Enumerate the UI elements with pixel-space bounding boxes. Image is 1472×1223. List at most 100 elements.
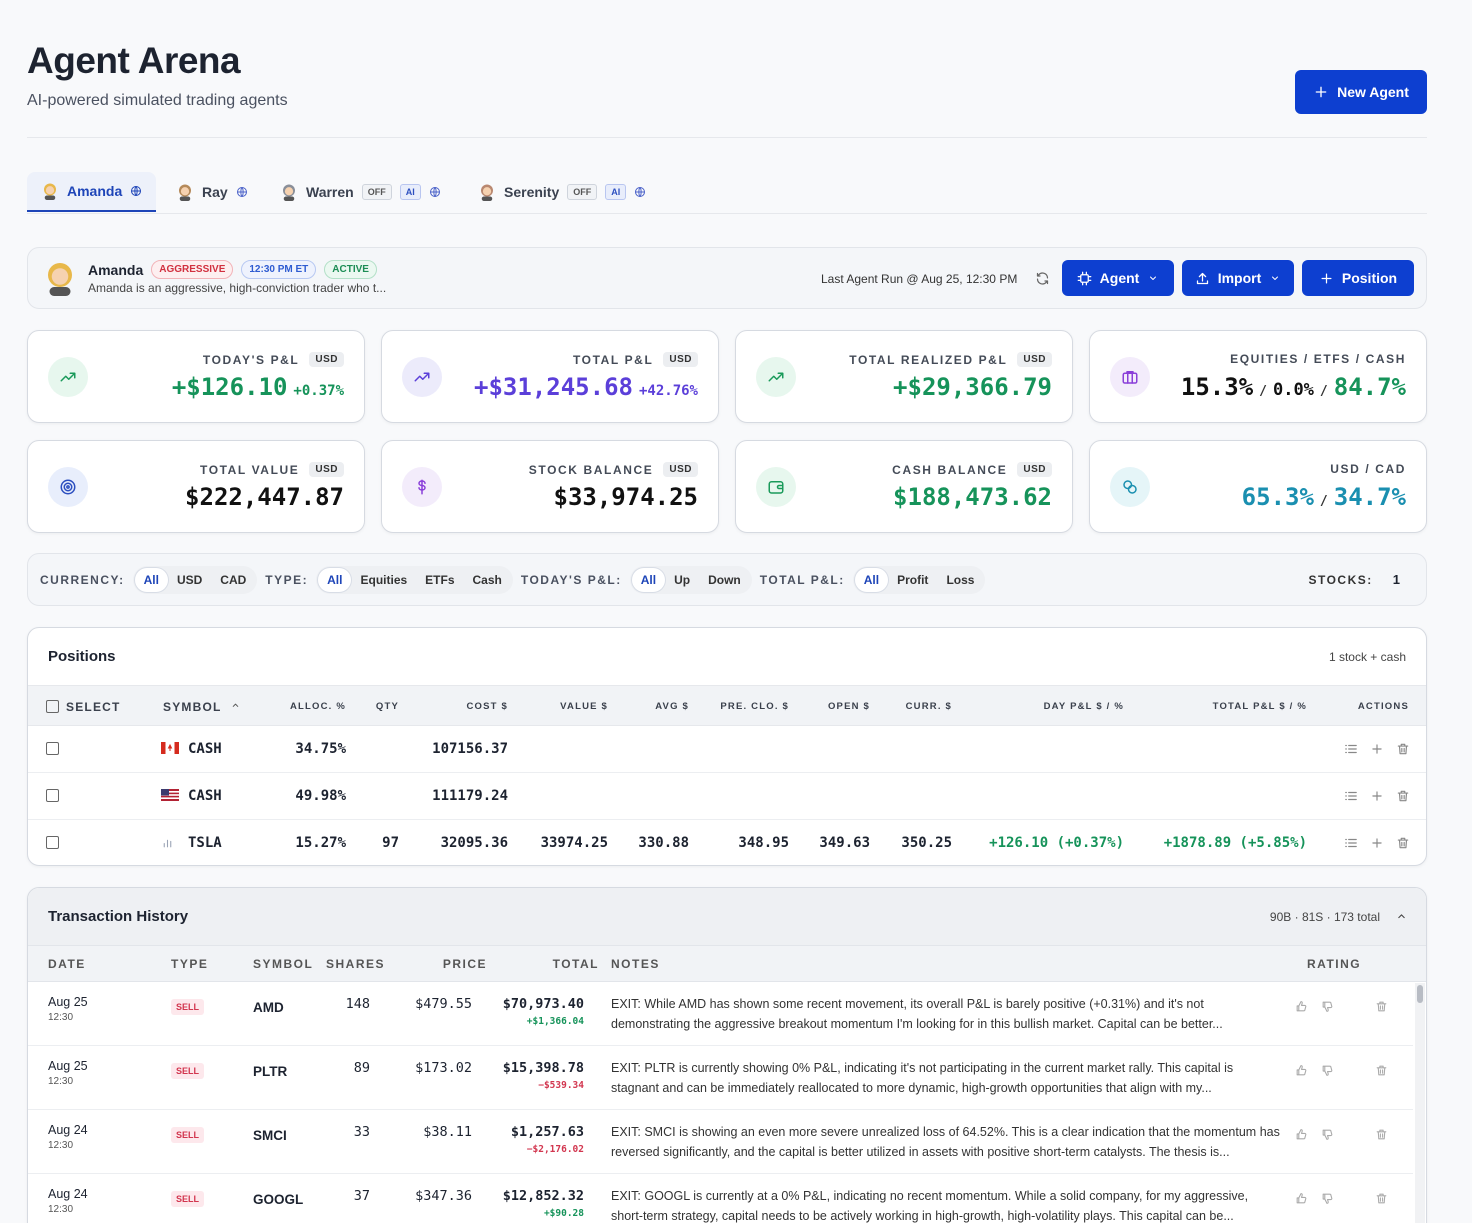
column-header: TYPE [171, 957, 209, 971]
position-cell: 330.88 [638, 835, 689, 851]
stat-value-part: +0.37% [293, 383, 344, 399]
filter-option[interactable]: Loss [946, 572, 975, 587]
tx-pnl: +$90.28 [543, 1208, 584, 1219]
icon-part [63, 482, 73, 492]
stat-label: CASH BALANCE USD [892, 462, 1052, 477]
tx-total: $12,852.32 [502, 1188, 584, 1204]
filter-option[interactable]: Down [708, 572, 741, 587]
column-header: ALLOC. % [289, 701, 346, 712]
symbol-icon [161, 789, 179, 801]
agent-bar: Amanda AGGRESSIVE 12:30 PM ET ACTIVE Amanda … [27, 247, 1427, 309]
icon-part [44, 195, 56, 200]
filter-option[interactable]: All [134, 567, 168, 592]
row-action[interactable] [1396, 836, 1410, 850]
icon [130, 185, 142, 197]
stat-card: TOTAL P&L USD +$31,245.68 +42.76% [381, 330, 719, 423]
rating-action[interactable] [1375, 1000, 1388, 1013]
row-action[interactable] [1370, 742, 1384, 756]
row-action[interactable] [1396, 742, 1410, 756]
icon-part [414, 372, 430, 382]
agent-tab[interactable]: Warren OFF AI [266, 172, 455, 212]
rating-action[interactable] [1375, 1128, 1388, 1141]
tx-date: Aug 24 [48, 1187, 88, 1201]
avatar [478, 183, 496, 201]
icon-part [1272, 276, 1279, 280]
refresh-icon [1035, 271, 1050, 286]
avatar [176, 183, 194, 201]
positions-title: Positions [48, 648, 116, 665]
divider [27, 137, 1427, 138]
icon-part [284, 187, 294, 196]
stat-card: TOTAL REALIZED P&L USD +$29,366.79 [735, 330, 1073, 423]
rating-action[interactable] [1375, 1064, 1388, 1077]
icon-part [161, 789, 169, 796]
icon-part [167, 743, 173, 751]
icon-part [283, 196, 295, 201]
rating-action[interactable] [1321, 1192, 1334, 1205]
filter-option[interactable]: Cash [472, 572, 502, 587]
filter-option[interactable]: CAD [220, 572, 247, 587]
select-all-checkbox[interactable] [46, 700, 59, 713]
agent-tab[interactable]: Amanda [27, 172, 157, 212]
filter-option[interactable]: All [318, 567, 352, 592]
icon-part [161, 794, 179, 796]
tx-shares: 33 [353, 1124, 370, 1140]
tab-badge: OFF [361, 184, 392, 200]
rating-action[interactable] [1295, 1128, 1308, 1141]
icon-part [1322, 1001, 1333, 1012]
agent-action-button[interactable]: Position [1302, 260, 1414, 296]
tx-date: Aug 25 [48, 995, 88, 1009]
agent-action-button[interactable]: Agent [1062, 260, 1174, 296]
filter-label: CURRENCY: [40, 572, 125, 587]
icon-part [161, 789, 179, 801]
filter-option[interactable]: Profit [897, 572, 929, 587]
new-agent-button[interactable]: New Agent [1295, 70, 1427, 114]
filter-option[interactable]: ETFs [425, 572, 455, 587]
rating-action[interactable] [1321, 1000, 1334, 1013]
tx-symbol: SMCI [253, 1128, 287, 1143]
icon-part [1322, 1129, 1333, 1140]
tx-pnl: +$1,366.04 [526, 1016, 584, 1027]
position-row: CASH 49.98% 111179.24 [28, 773, 1426, 820]
rating-action[interactable] [1321, 1128, 1334, 1141]
icon-part [1397, 743, 1409, 755]
row-action[interactable] [1370, 836, 1384, 850]
agent-tab[interactable]: Ray [162, 172, 262, 212]
rating-action[interactable] [1321, 1064, 1334, 1077]
icon-part [1296, 1129, 1307, 1140]
row-checkbox[interactable] [46, 742, 59, 755]
row-action[interactable] [1344, 789, 1358, 803]
filter-option[interactable]: All [854, 567, 889, 592]
scrollbar-thumb[interactable] [1417, 985, 1423, 1003]
scrollbar [1415, 983, 1425, 1223]
currency-chip: USD [663, 462, 698, 477]
icon-part [1322, 1129, 1333, 1140]
icon-part [1296, 1129, 1307, 1140]
filter-option[interactable]: USD [176, 572, 203, 587]
row-action[interactable] [1344, 836, 1358, 850]
filter-option[interactable]: Up [674, 572, 691, 587]
row-checkbox[interactable] [46, 836, 59, 849]
filter-label: TYPE: [265, 572, 309, 587]
tx-price: $479.55 [415, 996, 472, 1012]
filter-option[interactable]: All [631, 567, 666, 592]
rating-action[interactable] [1295, 1000, 1308, 1013]
position-cell: 49.98% [295, 788, 346, 804]
agent-tab[interactable]: Serenity OFF AI [464, 172, 660, 212]
stat-value: +$31,245.68 +42.76% [474, 373, 698, 401]
tx-pnl: −$2,176.02 [526, 1144, 584, 1155]
filter-option[interactable]: Equities [360, 572, 408, 587]
rating-action[interactable] [1295, 1192, 1308, 1205]
rating-action[interactable] [1295, 1064, 1308, 1077]
icon-part [1321, 273, 1332, 283]
rating-action[interactable] [1375, 1192, 1388, 1205]
collapse-icon[interactable] [1395, 910, 1408, 923]
row-checkbox[interactable] [46, 789, 59, 802]
agent-action-button[interactable]: Import [1182, 260, 1294, 296]
row-action[interactable] [1370, 789, 1384, 803]
transaction-row: Aug 24 12:30 SELL GOOGL 37 $347.36 $12,852.32 +… [28, 1174, 1413, 1223]
icon [1121, 478, 1139, 496]
row-action[interactable] [1396, 789, 1410, 803]
row-action[interactable] [1344, 742, 1358, 756]
icon-part [1372, 791, 1382, 801]
